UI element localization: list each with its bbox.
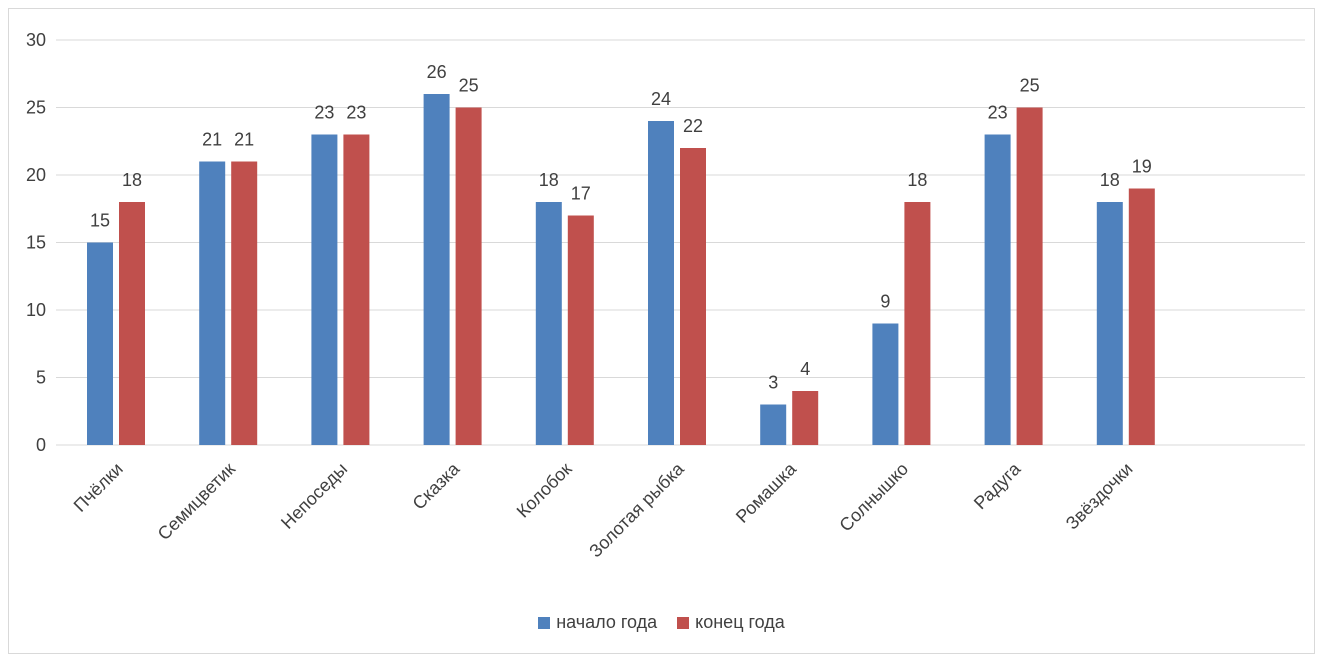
bar-start <box>535 202 562 445</box>
data-label: 21 <box>234 130 254 150</box>
legend-swatch-end <box>677 616 690 629</box>
data-label: 19 <box>1132 157 1152 177</box>
bar-start <box>984 134 1011 445</box>
y-tick-label: 10 <box>26 300 46 320</box>
bar-end <box>792 391 819 445</box>
bar-start <box>648 121 674 445</box>
data-label: 26 <box>427 62 447 82</box>
y-tick-label: 25 <box>26 98 46 118</box>
category-label: Колобок <box>513 459 576 522</box>
bars <box>87 94 1155 445</box>
category-label: Семицветик <box>154 459 239 544</box>
data-label: 24 <box>651 89 671 109</box>
legend-item-end: конец года <box>677 612 785 633</box>
y-tick-label: 15 <box>26 233 46 253</box>
data-label: 4 <box>800 359 810 379</box>
legend-swatch-start <box>538 616 551 629</box>
data-label: 23 <box>346 103 366 123</box>
data-label: 15 <box>90 211 110 231</box>
bar-start <box>872 323 899 445</box>
bar-start <box>87 242 113 445</box>
y-tick-label: 0 <box>36 435 46 455</box>
bar-start <box>760 404 787 445</box>
category-label: Звёздочки <box>1062 459 1137 534</box>
data-label: 3 <box>768 373 778 393</box>
data-label: 22 <box>683 116 703 136</box>
category-label: Ромашка <box>732 458 801 527</box>
data-label: 25 <box>1020 76 1040 96</box>
bar-end <box>680 148 706 445</box>
bar-start <box>1096 202 1123 445</box>
category-label: Непоседы <box>277 459 351 533</box>
legend: начало года конец года <box>0 612 1323 633</box>
data-labels: 15 18 21 21 23 23 26 25 18 17 24 22 3 4 9 18 23 25 18 19 <box>90 62 1152 393</box>
bar-end <box>119 202 145 445</box>
y-tick-label: 5 <box>36 368 46 388</box>
legend-label-end: конец года <box>695 612 785 632</box>
data-label: 18 <box>907 170 927 190</box>
data-label: 18 <box>1100 170 1120 190</box>
category-label: Золотая рыбка <box>585 458 688 561</box>
data-label: 21 <box>202 130 222 150</box>
y-tick-label: 20 <box>26 165 46 185</box>
category-label: Радуга <box>970 458 1025 513</box>
data-label: 9 <box>880 292 890 312</box>
y-tick-label: 30 <box>26 30 46 50</box>
bar-start <box>423 94 450 445</box>
data-label: 25 <box>459 76 479 96</box>
bar-end <box>1128 188 1155 445</box>
y-axis-ticks: 0 5 10 15 20 25 30 <box>26 30 46 455</box>
bar-end <box>904 202 931 445</box>
data-label: 23 <box>988 103 1008 123</box>
data-label: 23 <box>314 103 334 123</box>
bar-end <box>231 161 258 445</box>
data-label: 17 <box>571 184 591 204</box>
category-label: Сказка <box>409 458 465 514</box>
bar-end <box>567 215 594 445</box>
category-label: Пчёлки <box>70 459 127 516</box>
bar-end <box>1016 107 1043 445</box>
data-label: 18 <box>122 170 142 190</box>
bar-end <box>343 134 370 445</box>
bar-start <box>199 161 226 445</box>
legend-label-start: начало года <box>556 612 658 632</box>
category-labels: Пчёлки Семицветик Непоседы Сказка Колобок Зол… <box>70 458 1137 561</box>
category-label: Солнышко <box>835 459 912 536</box>
bar-end <box>455 107 482 445</box>
data-label: 18 <box>539 170 559 190</box>
bar-start <box>311 134 338 445</box>
legend-item-start: начало года <box>538 612 657 633</box>
